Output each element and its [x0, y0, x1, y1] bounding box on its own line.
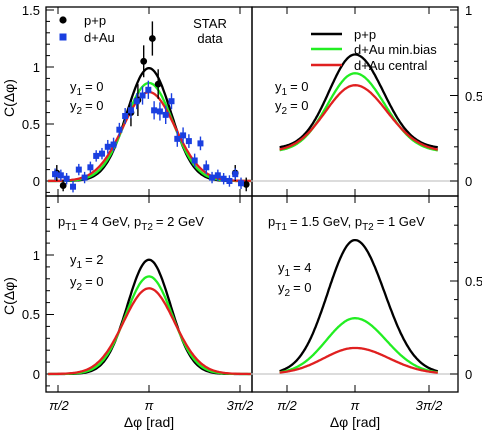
dau-data-point [116, 126, 123, 133]
dau-data-point [127, 107, 134, 114]
curve-top-right-p-p [279, 53, 438, 149]
annotation-star: STAR [193, 16, 227, 31]
dau-data-point [110, 141, 117, 148]
ylabel-top: C(Δφ) [1, 79, 17, 117]
plot-layer [48, 21, 439, 376]
curve-top-right-d-au-central [279, 84, 439, 151]
curve-bottom-right-d-au-min-bias [279, 317, 439, 374]
dau-data-point [226, 178, 233, 184]
legend-pp-marker [59, 16, 67, 24]
annotation-tr-y2: y2 = 0 [275, 98, 309, 117]
dau-data-point [98, 150, 105, 157]
annotation-tl-y1: y1 = 0 [70, 79, 104, 98]
ytick-label-bl-1: 1 [33, 248, 40, 263]
xlabel-right: Δφ [rad] [330, 414, 380, 430]
ytick-label-br-0: 0 [465, 367, 472, 382]
ytick-label-tr-05: 0.5 [465, 89, 482, 104]
dau-data-point [52, 171, 59, 178]
dau-data-point [156, 108, 163, 115]
annotation-tr-y1: y1 = 0 [275, 79, 309, 98]
ytick-label-tl-15: 1.5 [22, 3, 40, 18]
ytick-label-tr-0: 0 [465, 174, 472, 189]
dau-data-point [191, 157, 198, 164]
xtick-label-l-3pi2: 3π/2 [227, 398, 255, 413]
ytick-label-bl-05: 0.5 [22, 307, 40, 322]
dau-data-point [151, 107, 158, 114]
annotation-br-y1: y1 = 4 [278, 260, 312, 279]
ytick-label-tl-1: 1 [33, 60, 40, 75]
ytick-label-tl-0: 0 [33, 174, 40, 189]
dau-data-point [232, 171, 239, 178]
dau-data-point [203, 164, 210, 171]
curve-bottom-left-d-au-central [48, 287, 251, 376]
dau-data-point [133, 98, 140, 105]
annotation-bl-pt: pT1 = 4 GeV, pT2 = 2 GeV [58, 214, 204, 233]
dau-data-point [197, 140, 204, 147]
axis-ticks [46, 7, 458, 392]
xtick-label-r-pi2: π/2 [277, 398, 297, 413]
annotation-br-y2: y2 = 0 [278, 280, 312, 299]
xtick-label-l-pi: π [145, 398, 154, 413]
pp-data-point [140, 57, 148, 65]
dau-data-point [87, 164, 94, 171]
pp-data-point [148, 35, 156, 42]
dau-data-point [168, 98, 175, 105]
dau-data-point [104, 143, 111, 150]
legend-pp-text: p+p [354, 27, 376, 42]
ytick-label-bl-0: 0 [33, 367, 40, 382]
dau-data-point [63, 175, 70, 182]
annotation-br-pt: pT1 = 1.5 GeV, pT2 = 1 GeV [268, 214, 425, 233]
xlabel-left: Δφ [rad] [124, 414, 174, 430]
ytick-label-tr-1: 1 [465, 3, 472, 18]
curve-bottom-right-d-au-central [279, 346, 438, 374]
dau-data-point [122, 113, 129, 120]
xtick-label-r-3pi2: 3π/2 [416, 398, 444, 413]
legend-pp-label: p+p [84, 13, 106, 28]
ytick-label-br-05: 0.5 [465, 274, 482, 289]
dau-data-point [220, 175, 227, 182]
annotation-bl-y2: y2 = 0 [70, 274, 104, 293]
dau-data-point [162, 111, 169, 118]
dau-data-point [185, 138, 192, 145]
legend-minbias-text: d+Au min.bias [354, 42, 437, 57]
curve-bottom-right-p-p [279, 238, 439, 373]
ytick-label-tl-05: 0.5 [22, 117, 40, 132]
dau-data-point [145, 86, 152, 93]
dau-data-point [75, 166, 82, 173]
dau-data-point [180, 132, 187, 139]
legend-dau-label: d+Au [84, 30, 115, 45]
legend-central-text: d+Au central [354, 58, 427, 73]
dau-data-point [238, 180, 245, 187]
dau-data-point [139, 92, 146, 99]
dau-data-point [81, 174, 88, 181]
annotation-tl-y2: y2 = 0 [70, 98, 104, 117]
dau-data-point [57, 172, 64, 179]
pp-data-point [154, 80, 162, 88]
xtick-label-r-pi: π [351, 398, 360, 413]
legend-dau-marker [59, 33, 67, 41]
pp-data-point [59, 182, 67, 189]
annotation-data: data [197, 31, 223, 46]
xtick-label-l-pi2: π/2 [49, 398, 69, 413]
dau-data-point [209, 174, 216, 181]
ylabel-bottom: C(Δφ) [1, 277, 17, 315]
dau-data-point [214, 172, 221, 179]
annotation-bl-y1: y1 = 2 [70, 252, 104, 271]
dau-data-point [174, 135, 181, 142]
pp-data-point [242, 181, 250, 188]
dau-data-point [70, 183, 77, 190]
dau-data-point [93, 152, 100, 159]
